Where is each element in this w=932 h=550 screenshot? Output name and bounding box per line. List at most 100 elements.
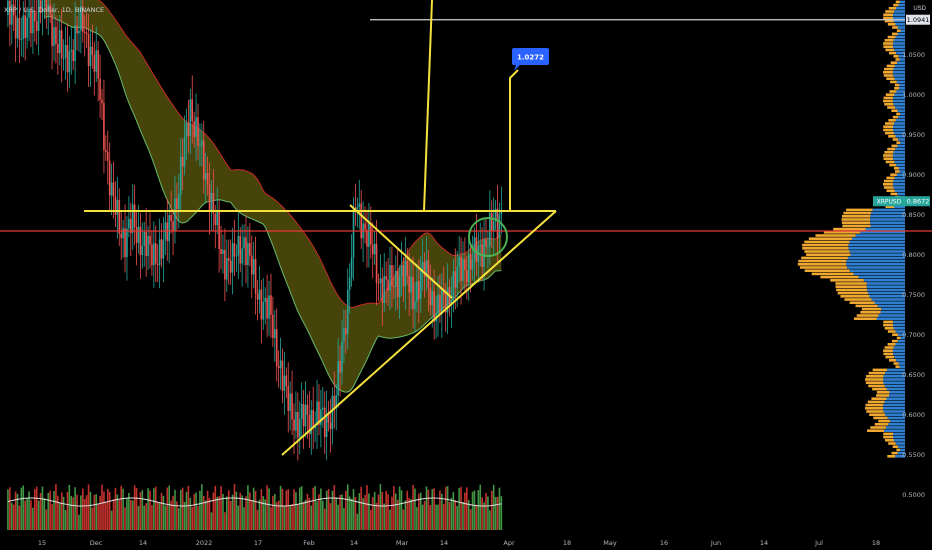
volume-bar [370,509,372,530]
volume-bar [85,495,88,530]
candle-body [295,411,297,431]
profile-bar [892,349,905,352]
volume-bar [254,490,257,530]
volume-bar [45,509,48,530]
profile-bar [893,439,905,442]
profile-bar [893,39,905,42]
profile-bar [884,384,905,388]
candle-body [289,393,291,411]
volume-bar [106,489,109,530]
profile-bar [883,410,905,413]
volume-bar [366,485,368,530]
volume-bar [275,502,278,530]
volume-bar [450,497,453,530]
candle-body [68,51,71,73]
candle-body [354,207,357,210]
profile-bar [883,186,894,189]
candle-body [91,46,94,55]
profile-bar [868,384,885,388]
profile-bar [863,279,905,282]
profile-bar [886,397,905,400]
candle-body [485,239,487,247]
profile-bar [837,291,868,295]
profile-bar [895,0,900,4]
profile-bar [894,160,905,164]
volume-bar [260,489,263,530]
volume-bar [333,485,336,530]
highlight-circle [468,217,508,257]
candle-body [249,243,251,256]
volume-bar [170,500,172,530]
candle-body [467,254,470,283]
volume-bar [14,491,17,530]
price-tags: 1.0941 XRPUSD 0.8672 1.0272 [512,14,930,207]
profile-bar [820,275,859,279]
profile-bar [894,189,905,192]
profile-bar [883,435,894,439]
volume-bar [387,494,389,530]
candle-body [145,231,147,257]
volume-bar [103,491,105,530]
drawing-lines [0,0,932,456]
volume-bar [419,492,422,530]
volume-bar [7,489,9,530]
chart-title: XRP / U.S. Dollar, 1D, BINANCE [4,6,105,14]
candle-body [58,30,61,54]
profile-bar [894,176,905,180]
candle-body [377,282,380,284]
profile-bar [846,208,873,212]
volume-bar [176,501,178,530]
candle-body [128,218,130,229]
profile-bar [889,391,905,394]
volume-bar [279,485,282,530]
candle-body [72,49,74,62]
volume-bar [101,484,103,530]
candle-body [89,46,92,67]
candle-body [348,278,351,290]
volume-bar [404,500,407,530]
volume-bar [437,504,439,530]
profile-bar [898,115,905,119]
volume-bar [178,508,180,530]
candle-body [103,103,105,151]
x-tick-label: 16 [660,539,668,547]
volume-bar [345,490,347,530]
profile-bar [885,413,905,416]
profile-bar [883,323,893,327]
candle-body [356,206,359,210]
volume-bar [416,507,418,530]
profile-bar [899,87,905,90]
candle-body [429,287,432,306]
candle-body [352,207,355,258]
candle-body [335,395,338,409]
volume-bar [162,495,165,530]
profile-bar [885,160,895,164]
profile-bar [887,368,905,372]
profile-bar [897,192,905,196]
profile-bar [892,445,899,448]
candle-body [460,256,462,281]
profile-bar [855,304,878,308]
profile-bar [893,157,905,160]
volume-bar [201,484,203,530]
volume-bar [262,496,265,530]
candle-body [206,173,209,185]
candle-body [312,410,314,429]
volume-bar [298,487,301,530]
volume-bar [99,495,101,530]
volume-bar [429,504,432,530]
profile-bar [887,23,896,26]
volume-bar [293,489,295,530]
profile-bar [895,343,905,346]
axis-unit: USD [913,6,926,12]
volume-bar [471,491,474,530]
volume-bar [10,502,13,530]
candle-body [47,4,50,12]
profile-bar [870,215,905,218]
profile-bar [849,250,905,253]
volume-bar [379,484,382,530]
candle-body [421,262,424,270]
candle-body [462,259,464,281]
volume-bar [318,494,320,530]
